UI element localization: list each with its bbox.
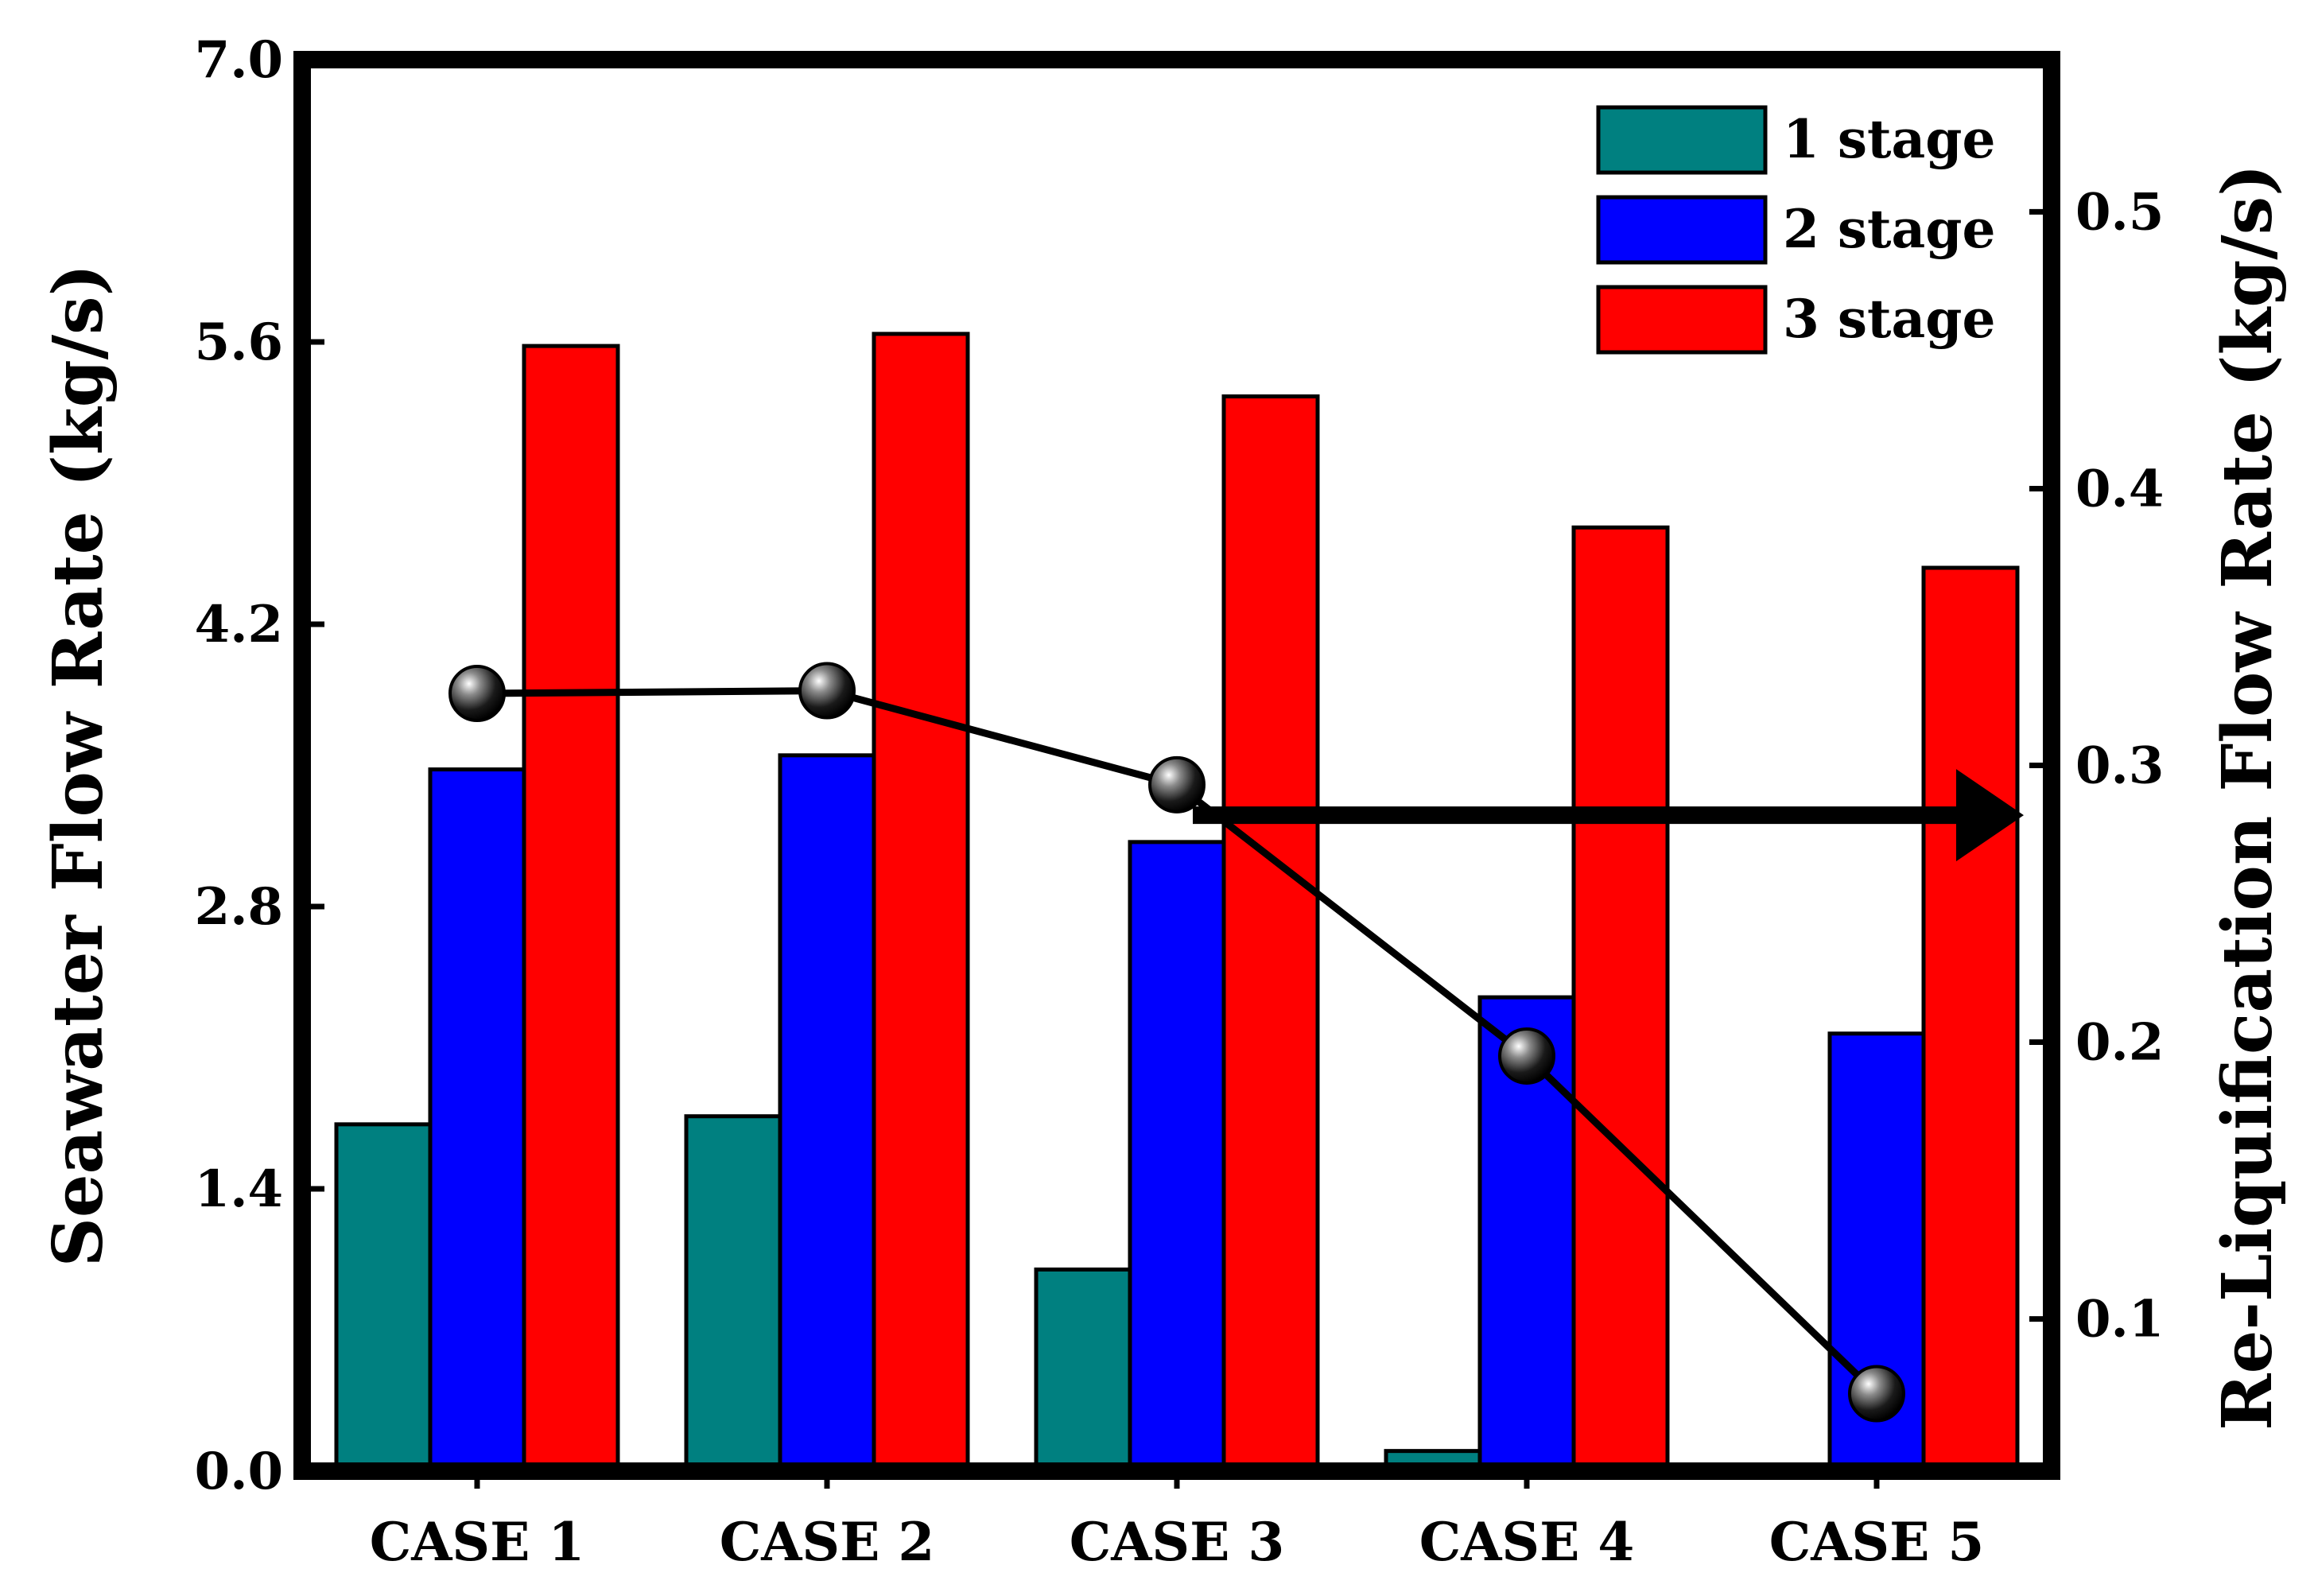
line-series [448,662,1905,1423]
right-tick-label: 0.2 [2075,1013,2164,1073]
bar-1-stage-case-2 [684,1114,782,1474]
bar-3-stage-case-5 [1921,565,2020,1474]
left-axis-title: Seawater Flow Rate (kg/s) [38,264,118,1268]
x-tick-label: CASE 3 [1070,1511,1285,1573]
bar-3-stage-case-1 [522,344,620,1474]
left-tick-label: 4.2 [195,595,283,654]
right-tick-label: 0.5 [2075,182,2164,242]
right-axis-arrow [1193,769,2024,862]
legend-label: 3 stage [1783,288,1995,350]
legend: 1 stage 2 stage 3 stage [1596,105,1995,355]
line-point-case-1 [448,665,506,723]
legend-label: 2 stage [1783,198,1995,260]
bar-3-stage-case-3 [1221,394,1320,1474]
bar-1-stage-case-3 [1034,1267,1132,1474]
left-tick-label: 0.0 [195,1442,283,1501]
legend-label: 1 stage [1783,108,1995,170]
x-tick-label: CASE 4 [1419,1511,1635,1573]
right-tick-label: 0.4 [2075,459,2164,518]
left-tick-label: 5.6 [195,313,283,372]
left-tick-label: 1.4 [195,1159,283,1219]
bar-2-stage-case-2 [778,753,876,1474]
line-point-case-2 [798,662,856,720]
left-tick-label: 2.8 [195,877,283,937]
x-tick-label: CASE 1 [370,1511,585,1573]
line-point-case-4 [1498,1027,1555,1085]
tick-labels: 0.0 1.4 2.8 4.2 5.6 7.0 0.1 0.2 0.3 0.4 0.5 CASE 1 C… [195,30,2165,1573]
bar-3-stage-case-2 [872,332,970,1474]
legend-swatch-1-stage [1596,105,1768,175]
right-axis-title: Re-Liquification Flow Rate (kg/s) [2207,164,2288,1431]
bar-3-stage-case-4 [1571,525,1670,1474]
x-tick-label: CASE 2 [720,1511,935,1573]
right-tick-label: 0.3 [2075,736,2164,796]
legend-swatch-3-stage [1596,285,1768,355]
arrow-head [1956,769,2024,862]
right-tick-label: 0.1 [2075,1290,2164,1349]
bar-group [334,332,2020,1474]
x-tick-label: CASE 5 [1769,1511,1985,1573]
bar-2-stage-case-3 [1128,840,1226,1474]
line-point-case-5 [1848,1365,1905,1423]
plot-frame [293,51,2060,1480]
bar-1-stage-case-1 [334,1122,433,1474]
left-tick-label: 7.0 [195,30,283,90]
line-point-case-3 [1148,755,1206,814]
bar-2-stage-case-1 [428,767,526,1474]
axis-titles: Seawater Flow Rate (kg/s) Re-Liquificatio… [38,164,2288,1431]
legend-swatch-2-stage [1596,195,1768,265]
